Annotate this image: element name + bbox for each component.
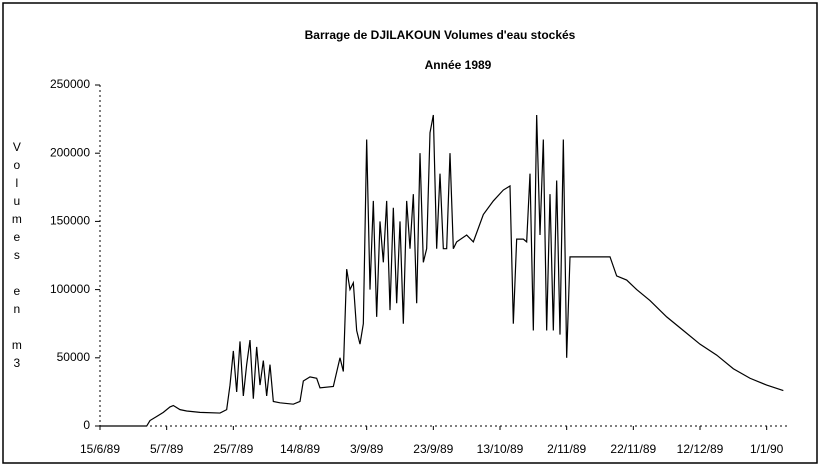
x-tick-label: 5/7/89 (150, 442, 184, 456)
x-tick-label: 2/11/89 (547, 442, 586, 456)
chart-subtitle: Année 1989 (425, 58, 492, 72)
y-tick-label: 0 (83, 418, 90, 432)
y-tick-label: 250000 (50, 77, 90, 91)
data-line (100, 114, 784, 427)
x-tick-label: 14/8/89 (280, 442, 320, 456)
x-tick-label: 23/9/89 (413, 442, 453, 456)
x-tick-label: 25/7/89 (213, 442, 253, 456)
y-tick-label: 200000 (50, 145, 90, 159)
x-tick-label: 12/12/89 (677, 442, 724, 456)
x-tick-label: 1/1/90 (750, 442, 784, 456)
chart-title: Barrage de DJILAKOUN Volumes d'eau stock… (305, 28, 576, 42)
frame (2, 2, 818, 464)
y-tick-label: 150000 (50, 214, 90, 228)
y-tick-label: 100000 (50, 282, 90, 296)
x-tick-label: 3/9/89 (350, 442, 384, 456)
x-tick-label: 15/6/89 (80, 442, 120, 456)
x-tick-label: 13/10/89 (477, 442, 524, 456)
x-tick-label: 22/11/89 (610, 442, 656, 456)
y-axis-title: Volumes en m3 (10, 140, 24, 374)
y-tick-label: 50000 (57, 350, 91, 364)
